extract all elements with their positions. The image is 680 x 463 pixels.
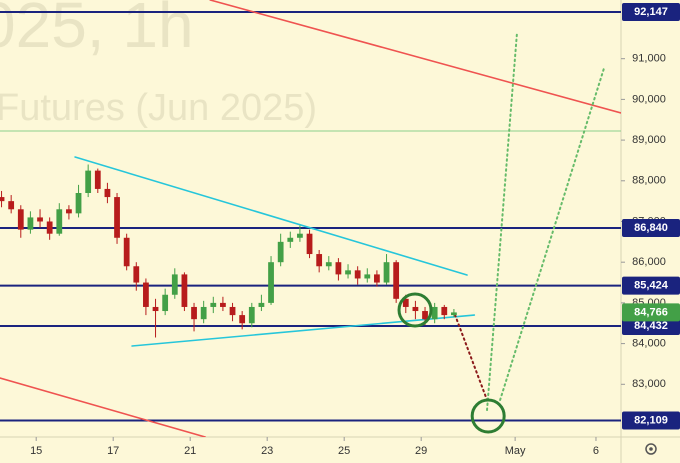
price-level-label: 86,840 [634,222,668,234]
candle-body [75,193,82,214]
candle-body [393,262,400,299]
price-level-box [622,317,680,336]
candle-body [104,188,111,198]
candle-body [0,197,5,202]
candle-body [114,197,120,238]
x-tick-label: 21 [184,445,196,457]
candle-body [383,262,390,283]
x-tick-label: May [505,445,526,457]
x-tick-label: 6 [593,445,599,457]
candle-body [374,274,380,283]
x-tick-label: 17 [107,445,119,457]
candle-body [239,315,246,324]
trend-line [0,377,207,437]
y-tick-label: 86,000 [632,256,666,268]
candle-body [162,294,169,312]
candle-body [94,170,101,189]
candle-body [402,298,409,307]
settings-icon[interactable] [645,443,657,455]
candle-body [306,233,313,255]
candle-body [37,217,43,222]
candle-body [229,306,236,316]
candle-body [441,306,448,316]
last-price-label: 84,766 [634,306,668,318]
y-tick-label: 91,000 [632,53,666,65]
candle-body [181,274,188,307]
settings-icon-dot[interactable] [649,447,653,451]
candle-body [152,306,159,312]
price-level-box [622,3,680,22]
candle-body [8,201,15,210]
candle-body [412,306,419,312]
candle-body [191,306,197,320]
trend-line [499,67,606,402]
price-level-label: 92,147 [634,6,668,18]
candle-body [85,170,92,194]
x-tick-label: 15 [30,445,42,457]
trend-line [486,30,519,412]
price-level-label: 84,432 [634,320,668,332]
candle-body [431,306,438,320]
settings-icon-ring[interactable] [645,443,657,455]
y-tick-label: 83,000 [632,378,666,390]
price-level-label: 82,109 [634,414,668,426]
candle-body [56,209,63,234]
candle-body [220,302,226,307]
candle-body [316,254,323,267]
x-tick-label: 25 [338,445,350,457]
candle-body [210,302,217,307]
highlight-circle [470,398,506,434]
candle-body [258,302,265,307]
y-tick-label: 90,000 [632,93,666,105]
last-price-box [622,303,680,322]
plot-area [0,0,621,437]
candle-body [297,233,303,238]
candle-body [27,217,34,230]
y-tick-label: 88,000 [632,175,666,187]
candle-body [200,306,207,320]
candle-body [345,270,351,275]
watermark: Futures (Jun 2025) [0,87,317,129]
price-level-box [622,276,680,295]
candle-body [66,209,72,214]
candle-body [248,306,255,324]
price-level-box [622,411,680,430]
candle-body [268,262,274,303]
highlight-circle [397,292,433,328]
trend-line [209,0,621,114]
candle-body [17,209,24,230]
candle-body [143,282,149,307]
trend-line [131,314,476,347]
x-tick-label: 23 [261,445,273,457]
candle-body [325,262,332,267]
candle-body [46,221,53,234]
price-level-label: 85,424 [634,280,669,292]
watermark: 025, 1h [0,0,194,61]
candle-body [133,266,140,283]
x-tick-label: 29 [415,445,427,457]
candle-body [451,312,457,316]
candle-body [354,270,361,279]
candle-body [123,237,130,267]
y-tick-label: 89,000 [632,134,666,146]
candle-body [335,262,342,275]
price-level-box [622,219,680,238]
trend-line [74,156,468,276]
candle-body [364,274,371,279]
y-tick-label: 84,000 [632,337,666,349]
candle-body [277,241,284,263]
candle-body [287,237,294,242]
trend-line [454,314,489,402]
candle-body [171,274,178,295]
candle-body [422,311,428,320]
